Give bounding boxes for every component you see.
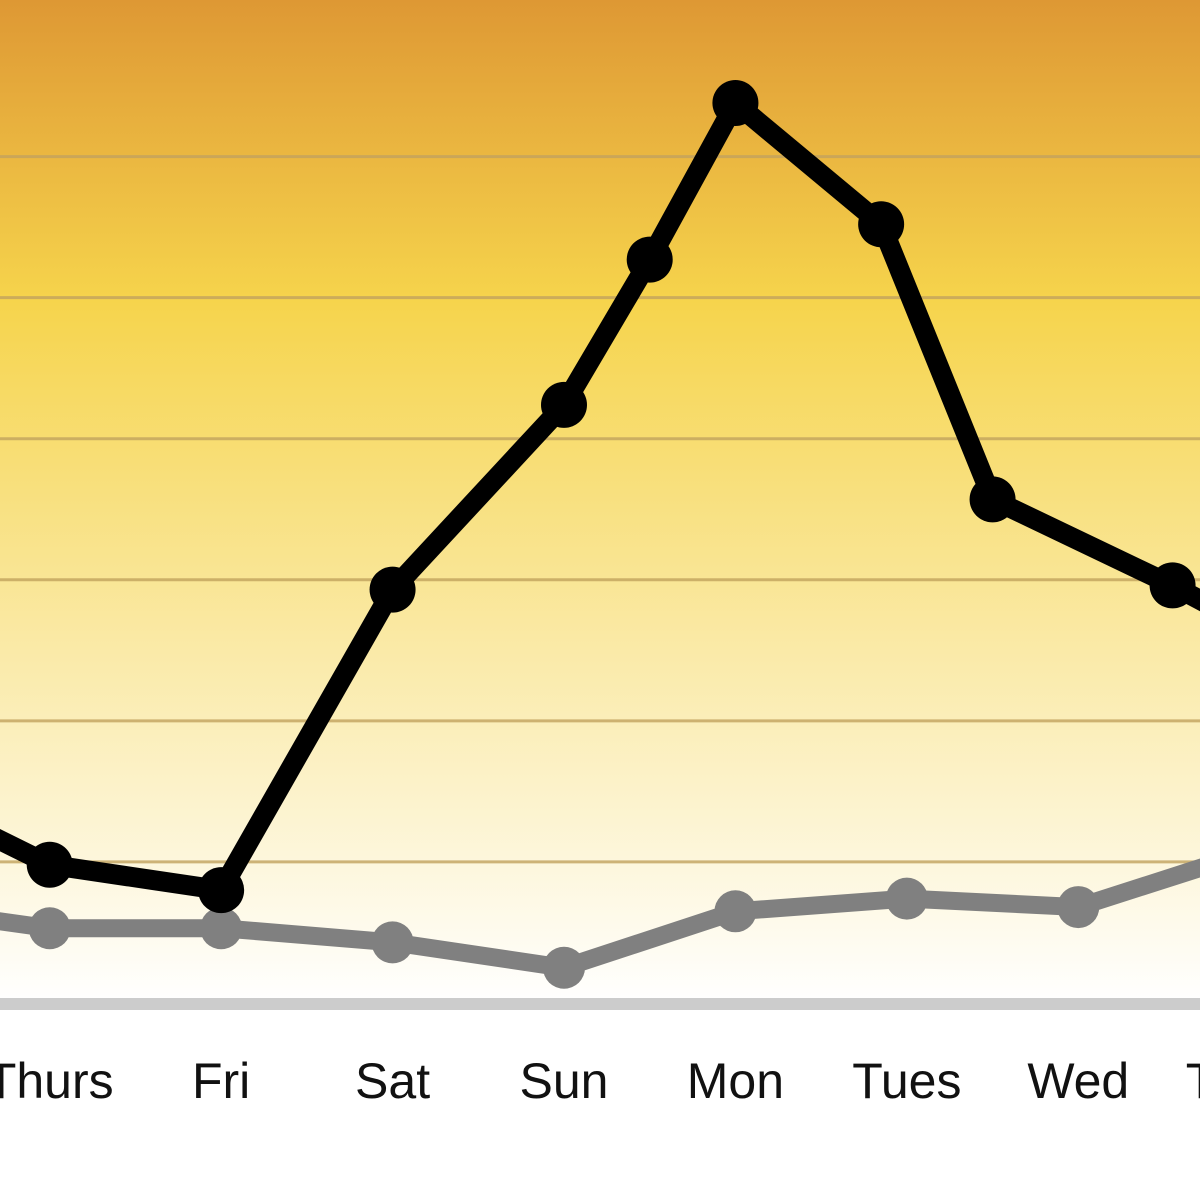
point bbox=[714, 890, 757, 933]
x-tick-label: Wed bbox=[1027, 1053, 1129, 1109]
point bbox=[26, 841, 73, 888]
point bbox=[1057, 886, 1100, 929]
point bbox=[369, 566, 416, 613]
point bbox=[969, 476, 1016, 523]
point bbox=[28, 907, 71, 950]
point bbox=[885, 877, 928, 920]
point bbox=[200, 907, 243, 950]
point bbox=[543, 946, 585, 989]
x-tick-label: Thurs bbox=[0, 1053, 114, 1109]
x-tick-label: Sat bbox=[355, 1053, 430, 1109]
point bbox=[541, 381, 587, 428]
x-tick-label: Thurs bbox=[1186, 1053, 1200, 1109]
point bbox=[626, 236, 673, 283]
point bbox=[1149, 562, 1196, 609]
point bbox=[371, 921, 414, 964]
point bbox=[198, 867, 245, 914]
point bbox=[858, 201, 905, 248]
x-tick-label: Fri bbox=[192, 1053, 250, 1109]
point bbox=[712, 79, 759, 126]
x-tick-label: Mon bbox=[687, 1053, 784, 1109]
x-tick-label: Sun bbox=[520, 1053, 609, 1109]
x-tick-label: Tues bbox=[852, 1053, 961, 1109]
